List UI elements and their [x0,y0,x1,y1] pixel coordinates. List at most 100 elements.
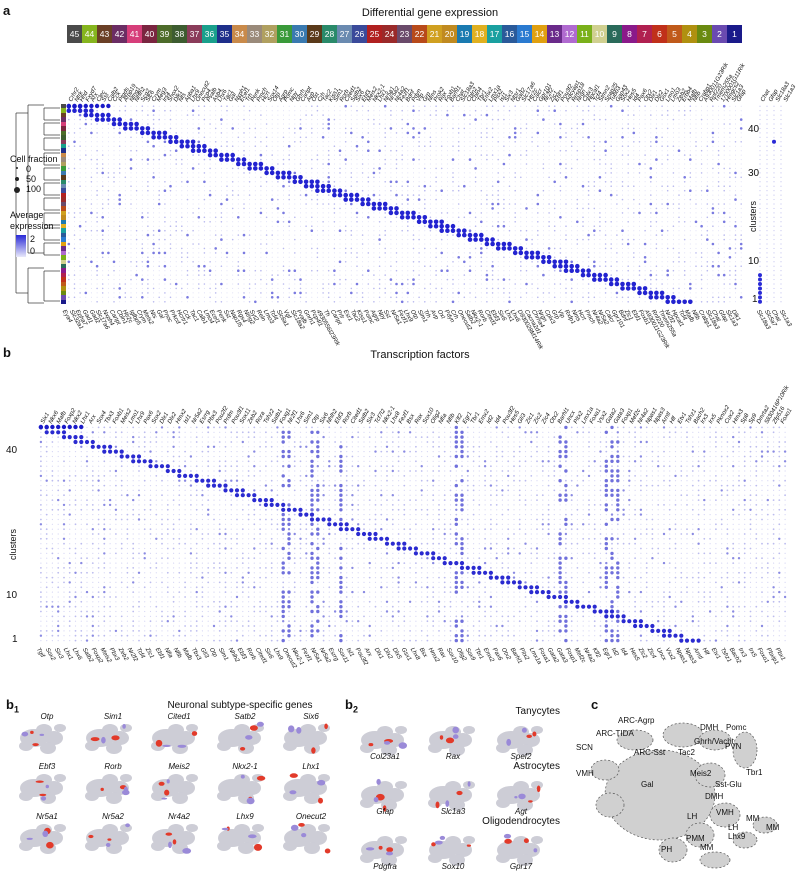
expression-dot [520,265,522,267]
expression-dot [706,221,708,223]
expression-dot [158,123,160,125]
expression-dot [717,154,720,156]
expression-dot [198,105,200,107]
expression-dot [294,110,296,112]
expression-dot [113,114,115,116]
expression-dot [548,150,550,152]
expression-dot [570,260,573,264]
expression-dot [531,172,533,174]
expression-dot [667,105,669,107]
expression-dot [514,199,516,201]
expression-dot [72,108,77,113]
expression-dot [299,194,302,196]
expression-dot [333,274,336,276]
expression-dot [85,132,87,134]
expression-dot [68,154,70,156]
expression-dot [672,159,674,161]
expression-dot [554,132,556,134]
expression-dot [520,105,522,107]
expression-dot [395,149,398,152]
expression-dot [677,149,681,152]
expression-dot [537,225,539,227]
expression-dot [79,207,81,210]
expression-dot [288,167,290,169]
expression-dot [678,141,680,143]
expression-dot [571,181,573,183]
cluster-swatch: 28 [322,25,337,43]
expression-dot [520,194,522,196]
expression-dot [593,141,596,143]
expression-dot [344,203,347,205]
expression-dot [616,221,618,223]
expression-dot [373,167,375,170]
expression-dot [661,110,663,112]
expression-dot [622,176,623,178]
expression-dot [689,145,691,147]
cluster-swatch: 16 [502,25,517,43]
expression-dot [237,141,239,143]
expression-dot [729,265,731,267]
expression-dot [582,154,584,156]
expression-dot [260,194,262,196]
expression-dot [113,154,115,156]
expression-dot [695,194,697,196]
expression-dot [526,190,527,192]
expression-dot [118,163,121,165]
expression-dot [525,238,528,241]
expression-dot [468,211,472,215]
expression-dot [661,172,663,174]
expression-dot [367,216,370,219]
expression-dot [96,243,98,245]
expression-dot [701,141,703,143]
expression-dot [350,265,352,267]
expression-dot [401,252,403,254]
expression-dot [452,150,454,152]
expression-dot [446,265,449,267]
expression-dot [146,140,150,144]
expression-dot [198,269,200,272]
expression-dot [627,150,629,152]
expression-dot [232,247,234,249]
expression-dot [435,150,437,152]
expression-dot [497,229,500,232]
expression-dot [729,141,731,143]
expression-dot [554,172,556,174]
expression-dot [311,256,313,258]
expression-dot [605,114,607,116]
expression-dot [136,141,138,143]
expression-dot [74,270,75,272]
expression-dot [333,154,335,156]
expression-dot [243,154,245,156]
expression-dot [350,185,353,187]
expression-dot [616,203,618,205]
expression-dot [237,207,239,209]
expression-dot [249,265,251,267]
expression-dot [209,221,211,223]
expression-dot [452,261,454,263]
expression-dot [492,216,494,218]
expression-dot [581,184,585,188]
expression-dot [390,194,392,196]
expression-dot [390,261,392,263]
expression-dot [514,212,516,214]
expression-dot [74,221,75,223]
expression-dot [136,221,138,223]
expression-dot [418,243,420,245]
expression-dot [576,252,578,254]
expression-dot [548,243,550,245]
expression-dot [429,159,431,161]
expression-dot [429,176,431,178]
expression-dot [316,243,318,245]
expression-dot [622,190,623,192]
expression-dot [593,243,595,245]
expression-dot [650,190,652,192]
expression-dot [729,216,731,219]
expression-dot [718,190,720,192]
expression-dot [79,123,81,125]
expression-dot [667,216,669,218]
expression-dot [187,150,188,152]
expression-dot [390,167,392,169]
expression-dot [175,185,177,187]
expression-dot [616,114,618,116]
expression-dot [553,225,556,227]
